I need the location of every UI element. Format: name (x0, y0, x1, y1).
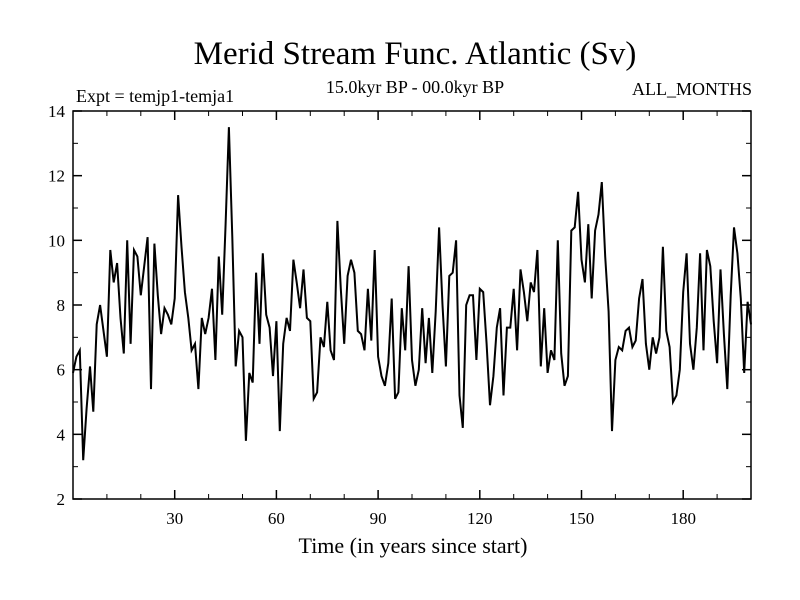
x-tick-label: 120 (467, 509, 493, 528)
x-axis-label: Time (in years since start) (299, 533, 528, 558)
experiment-label: Expt = temjp1-temja1 (76, 86, 234, 106)
period-label: 15.0kyr BP - 00.0kyr BP (326, 77, 504, 97)
y-tick-label: 2 (57, 490, 66, 509)
x-tick-label: 180 (670, 509, 696, 528)
plot-frame (72, 110, 752, 500)
x-axis: 30 60 90 120 150 180 (106, 111, 718, 528)
y-axis: 2 4 6 8 10 12 14 (48, 102, 751, 509)
series-line (72, 127, 752, 461)
chart-title: Merid Stream Func. Atlantic (Sv) (194, 36, 637, 72)
y-tick-label: 8 (57, 296, 66, 315)
x-tick-label: 30 (166, 509, 183, 528)
y-tick-label: 4 (57, 425, 66, 444)
x-tick-label: 60 (268, 509, 285, 528)
months-label: ALL_MONTHS (632, 79, 752, 99)
y-tick-label: 6 (57, 361, 66, 380)
y-tick-label: 14 (48, 102, 66, 121)
y-tick-label: 10 (48, 231, 65, 250)
x-tick-label: 150 (569, 509, 595, 528)
x-tick-label: 90 (370, 509, 387, 528)
y-tick-label: 12 (48, 167, 65, 186)
